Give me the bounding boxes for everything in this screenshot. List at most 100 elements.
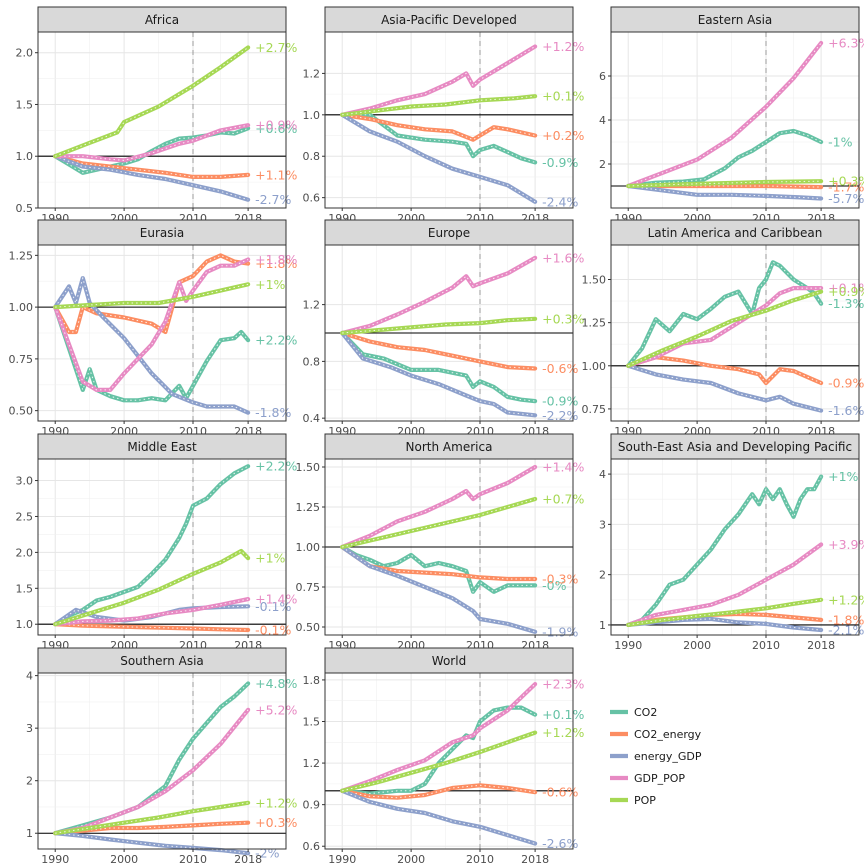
series-end-label-gdp-pop: +2.3% xyxy=(542,677,584,692)
y-tick-label: 1.25 xyxy=(9,249,34,262)
y-tick-label: 2 xyxy=(26,775,33,788)
series-end-label-gdp-pop: +1.8% xyxy=(255,252,297,267)
series-end-label-gdp-pop: +1.6% xyxy=(542,250,584,265)
y-axis: 0.40.81.2 xyxy=(303,299,326,426)
y-tick-label: 1.8 xyxy=(303,674,321,687)
y-tick-label: 1.25 xyxy=(296,501,321,514)
series-end-label-pop: +1.2% xyxy=(255,795,297,810)
series-end-label-gdp-pop: +1.4% xyxy=(542,460,584,475)
y-tick-label: 2 xyxy=(599,158,606,171)
x-tick-label: 2010 xyxy=(752,639,780,652)
legend-label: CO2 xyxy=(634,706,657,719)
y-tick-label: 0.50 xyxy=(9,405,34,418)
y-axis: 246 xyxy=(599,70,611,171)
series-end-label-co2: +2.2% xyxy=(255,333,297,348)
y-tick-label: 1.0 xyxy=(16,618,34,631)
series-end-label-gdp-pop: +1.2% xyxy=(542,39,584,54)
y-tick-label: 1.5 xyxy=(303,716,321,729)
y-axis: 1.01.52.02.53.0 xyxy=(16,475,39,632)
legend-item-energy-gdp: energy_GDP xyxy=(608,747,702,765)
y-tick-label: 1.00 xyxy=(296,541,321,554)
series-end-label-gdp-pop: +0.9% xyxy=(255,118,297,133)
panel-title: Latin America and Caribbean xyxy=(648,226,823,240)
series-end-label-pop: +1% xyxy=(255,551,285,566)
panel-latin-america-and-caribbean: Latin America and Caribbean-1.3%-0.9%-1.… xyxy=(582,220,864,438)
y-tick-label: 4 xyxy=(599,114,606,127)
series-end-label-co2-energy: +0.2% xyxy=(542,128,584,143)
x-tick-label: 2018 xyxy=(807,639,835,652)
series-end-label-pop: +0.1% xyxy=(542,89,584,104)
panel-title: South-East Asia and Developing Pacific xyxy=(618,440,852,454)
y-tick-label: 1.50 xyxy=(296,461,321,474)
x-tick-label: 2018 xyxy=(234,853,262,864)
series-end-label-pop: +0.7% xyxy=(542,492,584,507)
y-tick-label: 3 xyxy=(26,722,33,735)
panel-southern-asia: Southern Asia+4.8%+0.3%-2%+5.2%+1.2%1990… xyxy=(26,648,297,864)
y-tick-label: 3 xyxy=(599,518,606,531)
y-tick-label: 0.75 xyxy=(9,353,34,366)
series-end-label-gdp-pop: +1.4% xyxy=(255,592,297,607)
panel-north-america: North America-0%-0.3%-1.9%+1.4%+0.7%1990… xyxy=(296,434,585,652)
x-tick-label: 2000 xyxy=(683,639,711,652)
y-tick-label: 4 xyxy=(26,670,33,683)
plot-background xyxy=(325,32,573,208)
y-axis: 0.50 0.75 1.00 1.25 xyxy=(9,249,39,417)
y-tick-label: 1 xyxy=(599,619,606,632)
panel-title: Eastern Asia xyxy=(698,13,773,27)
y-axis: 1 2 3 4 xyxy=(26,670,38,841)
legend-item-pop: POP xyxy=(608,791,656,809)
y-axis: 0.60.91.21.51.8 xyxy=(303,674,326,853)
series-end-label-co2: +2.2% xyxy=(255,459,297,474)
y-tick-label: 1.0 xyxy=(16,150,34,163)
panel-title: Middle East xyxy=(127,440,197,454)
y-tick-label: 1 xyxy=(26,827,33,840)
y-tick-label: 3.0 xyxy=(16,475,34,488)
panel-title: Southern Asia xyxy=(120,654,204,668)
legend: CO2 CO2_energy energy_GDP GDP_POP POP xyxy=(608,703,702,809)
y-tick-label: 0.75 xyxy=(582,403,607,416)
y-tick-label: 1.5 xyxy=(16,98,34,111)
series-end-label-pop: +1% xyxy=(255,277,285,292)
y-tick-label: 0.50 xyxy=(296,621,321,634)
x-tick-label: 2000 xyxy=(397,853,425,864)
y-tick-label: 2.0 xyxy=(16,546,34,559)
plot-background xyxy=(38,32,286,208)
y-tick-label: 1.5 xyxy=(16,582,34,595)
plot-background xyxy=(611,459,859,635)
x-tick-label: 2000 xyxy=(110,853,138,864)
series-end-label-co2-energy: +1.1% xyxy=(255,167,297,182)
y-axis: 0.75 1.00 1.25 1.50 xyxy=(582,274,612,416)
panel-title: Europe xyxy=(428,226,470,240)
legend-label: CO2_energy xyxy=(634,728,702,741)
x-tick-label: 1990 xyxy=(41,853,69,864)
x-tick-label: 2018 xyxy=(521,853,549,864)
y-tick-label: 1.2 xyxy=(303,67,321,80)
panel-south-east-asia-and-developing-pacific: South-East Asia and Developing Pacific+1… xyxy=(599,434,864,652)
legend-label: GDP_POP xyxy=(634,772,685,785)
panel-title: Asia-Pacific Developed xyxy=(381,13,517,27)
y-tick-label: 0.8 xyxy=(303,355,321,368)
panel-eastern-asia: Eastern Asia-1%-1.7%-5.7%+6.3%+0.3%19902… xyxy=(599,7,864,225)
y-tick-label: 1.0 xyxy=(303,109,321,122)
y-tick-label: 1.50 xyxy=(582,274,607,287)
y-tick-label: 1.00 xyxy=(9,301,34,314)
y-tick-label: 1.00 xyxy=(582,360,607,373)
panel-title: Eurasia xyxy=(140,226,184,240)
legend-item-co2: CO2 xyxy=(608,703,657,721)
y-axis: 0.60.81.01.2 xyxy=(303,67,326,204)
series-end-label-co2: +4.8% xyxy=(255,676,297,691)
panel-title: World xyxy=(432,654,466,668)
series-end-label-pop: +0.3% xyxy=(542,311,584,326)
y-tick-label: 0.6 xyxy=(303,840,321,853)
panel-title: North America xyxy=(406,440,493,454)
series-end-label-pop: +2.7% xyxy=(255,40,297,55)
y-tick-label: 1.25 xyxy=(582,317,607,330)
y-tick-label: 1.2 xyxy=(303,757,321,770)
